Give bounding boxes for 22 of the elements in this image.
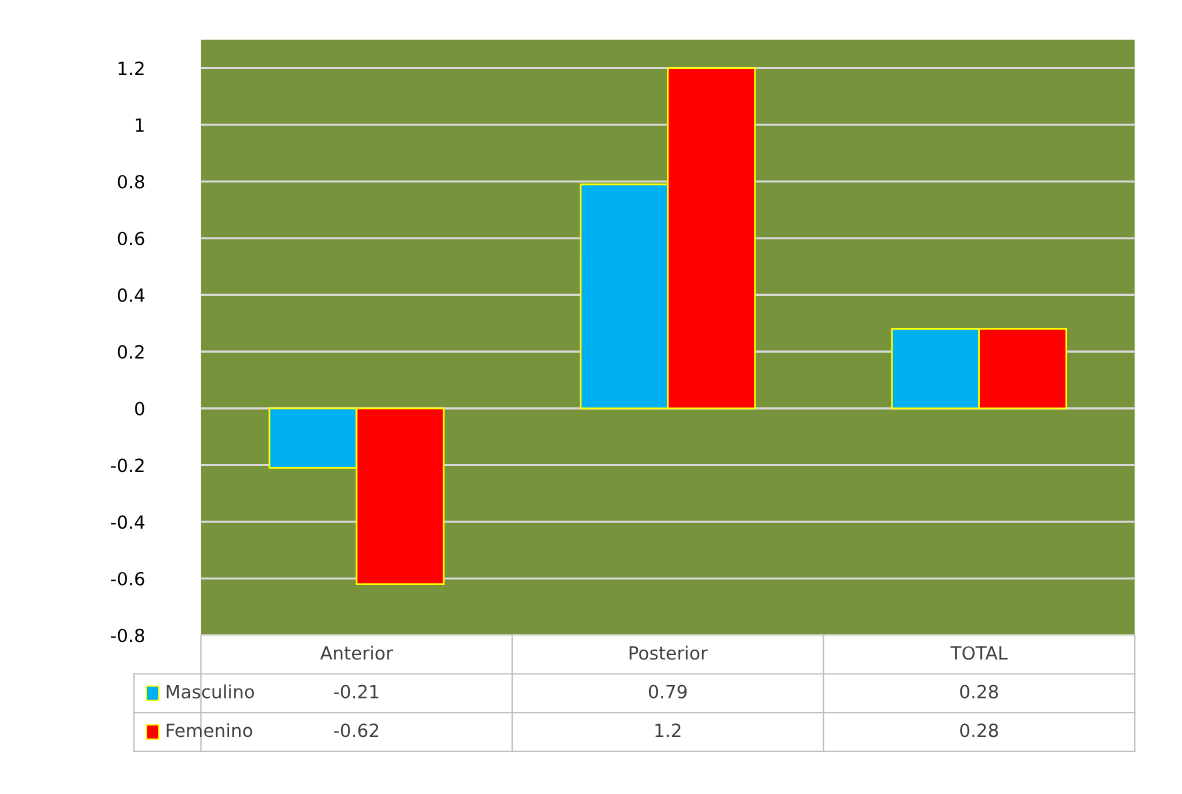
x-tick-label: TOTAL	[950, 646, 1008, 660]
y-tick-label: -0.4	[111, 515, 145, 529]
y-tick-label: 0.8	[117, 174, 145, 189]
data-label: -0.62	[334, 723, 379, 738]
y-tick-label: 1	[135, 118, 144, 132]
y-tick-label: 0.4	[117, 288, 145, 303]
y-tick-label: -0.2	[111, 458, 144, 473]
data-label: 0.28	[960, 723, 998, 738]
data-label: -0.21	[334, 684, 379, 699]
x-tick-label: Anterior	[320, 645, 394, 660]
y-tick-label: 1.2	[118, 61, 144, 75]
legend-label: Masculino	[166, 684, 254, 699]
y-tick-label: -0.8	[111, 628, 145, 643]
legend-label: Femenino	[166, 723, 253, 738]
y-tick-label: 0	[135, 401, 145, 416]
data-label: 1.2	[655, 723, 681, 737]
y-tick-label: -0.6	[111, 571, 145, 586]
x-tick-label: Posterior	[629, 645, 708, 660]
data-label: 0.79	[648, 684, 687, 699]
data-label: 0.28	[960, 684, 998, 699]
y-tick-label: 0.2	[117, 345, 144, 359]
y-tick-label: 0.6	[117, 231, 145, 246]
